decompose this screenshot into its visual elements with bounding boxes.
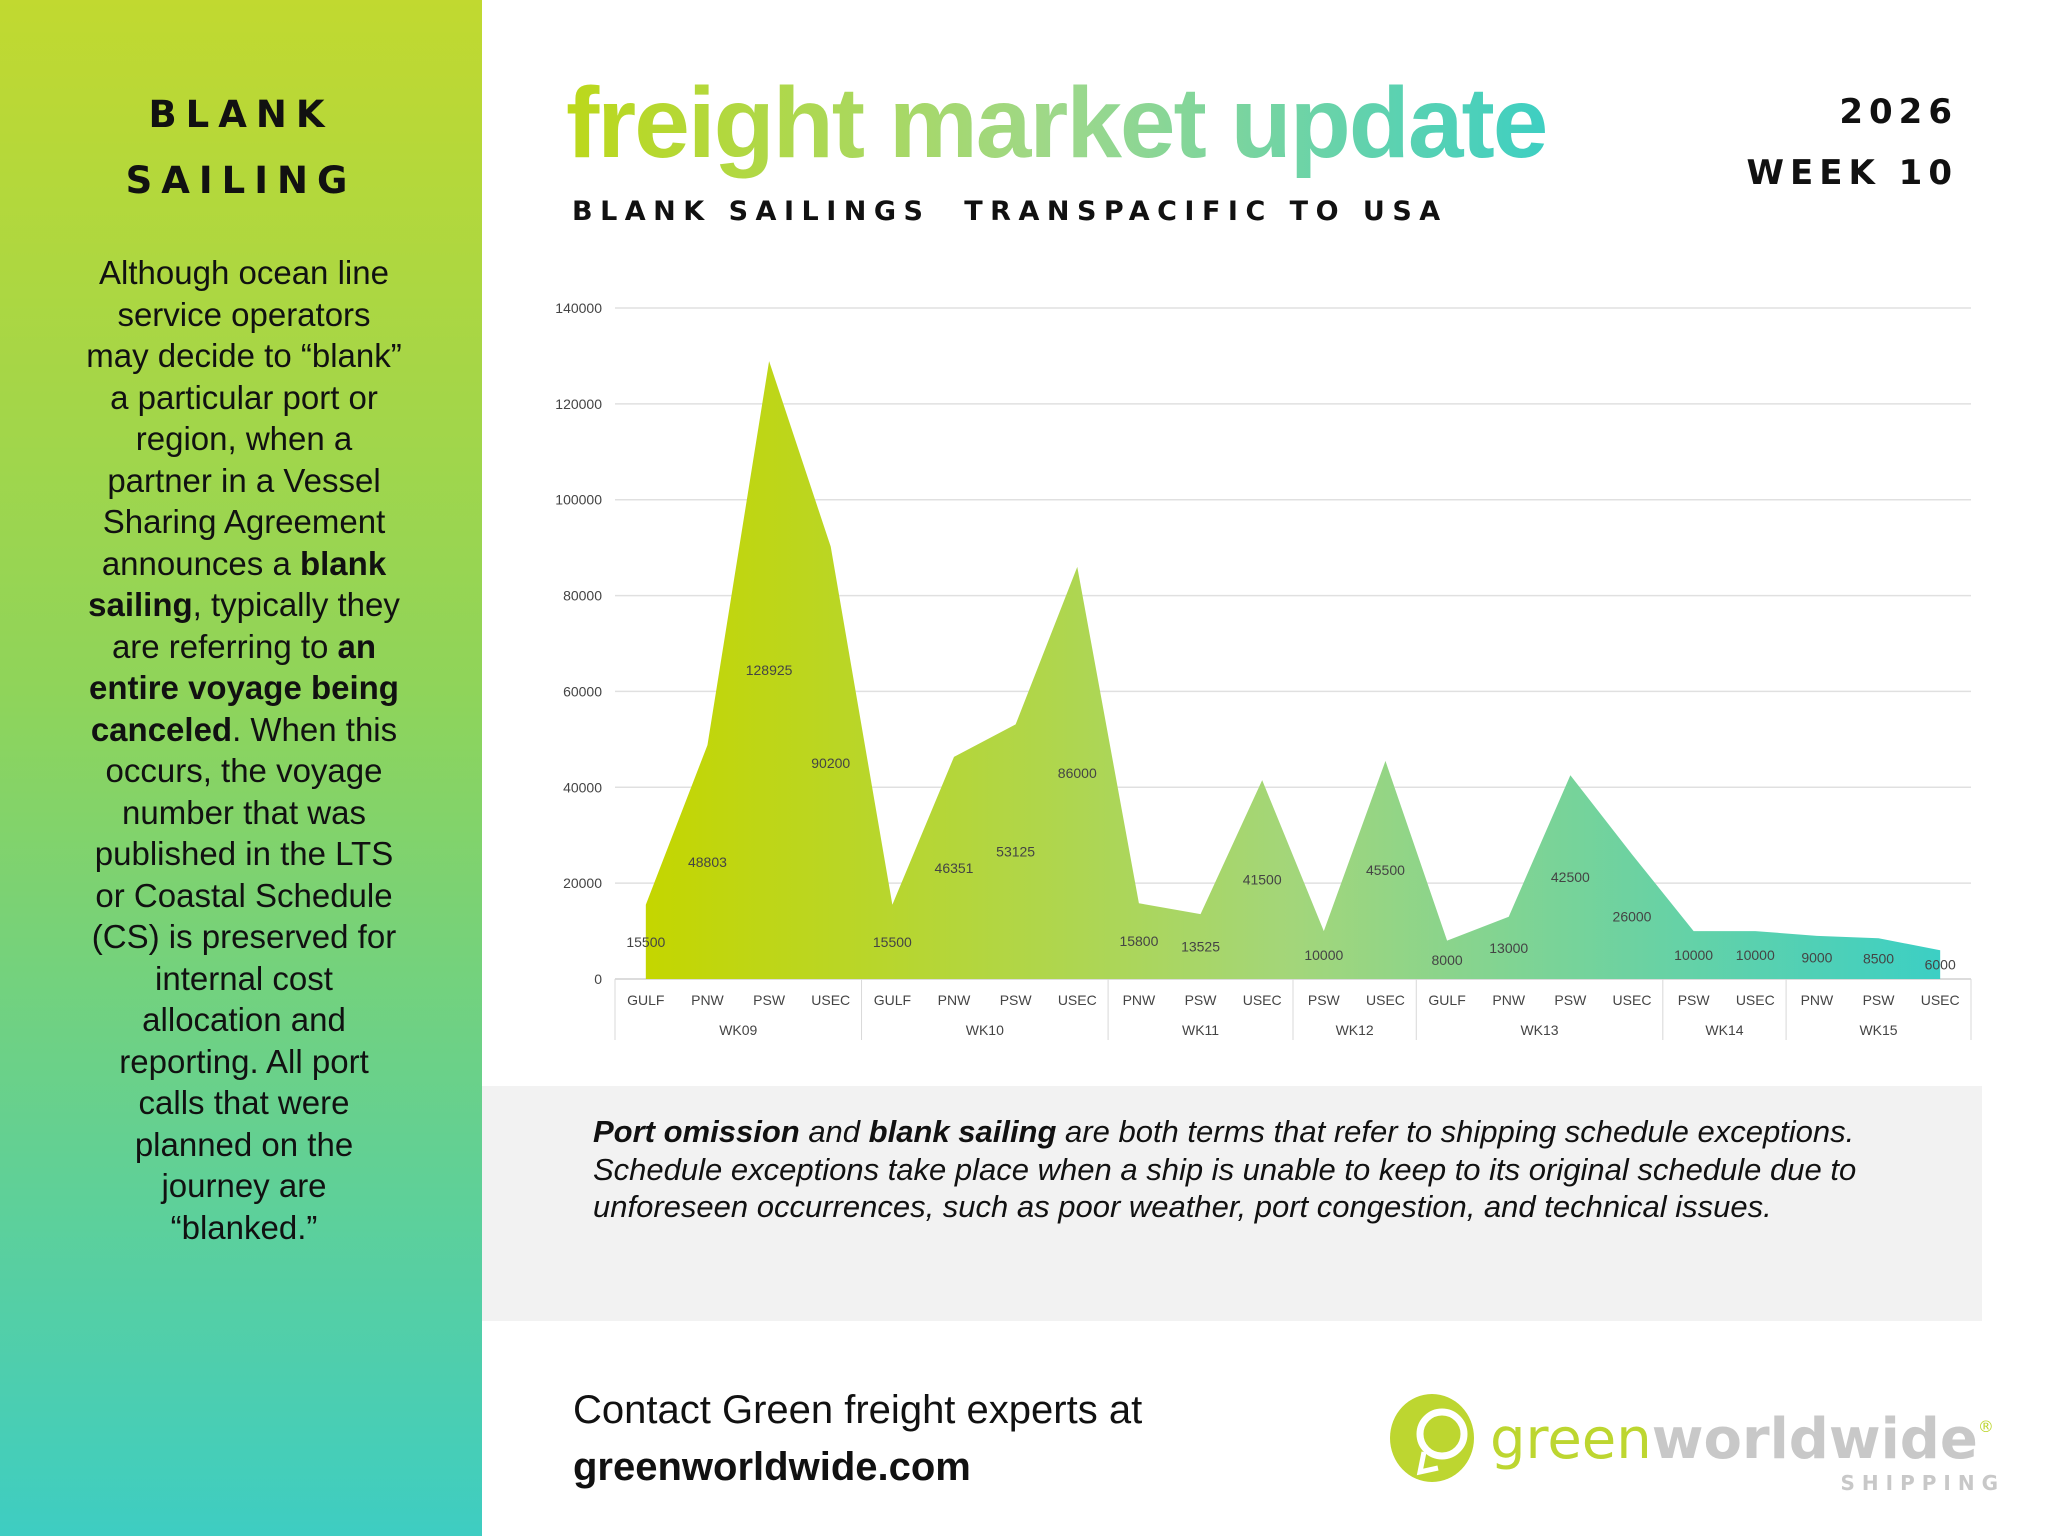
logo-subtitle: SHIPPING xyxy=(1841,1471,2006,1494)
x-category-label: PSW xyxy=(1863,992,1896,1008)
data-label: 8500 xyxy=(1863,951,1894,967)
company-logo: greenworldwide® SHIPPING xyxy=(1390,1394,2006,1494)
x-category-label: PSW xyxy=(753,992,786,1008)
x-category-label: USEC xyxy=(811,992,850,1008)
data-label: 86000 xyxy=(1058,765,1097,781)
data-label: 46351 xyxy=(935,860,974,876)
x-category-label: PNW xyxy=(1492,992,1525,1008)
x-category-label: PNW xyxy=(691,992,724,1008)
x-group-label: WK10 xyxy=(966,1022,1004,1038)
data-label: 15500 xyxy=(626,934,665,950)
y-tick-label: 100000 xyxy=(555,492,602,508)
issue-info: 2026 WEEK 10 xyxy=(1747,82,1958,204)
data-label: 26000 xyxy=(1613,909,1652,925)
x-category-label: GULF xyxy=(627,992,664,1008)
x-group-label: WK12 xyxy=(1336,1022,1374,1038)
logo-word-green: green xyxy=(1490,1407,1652,1472)
text: and xyxy=(799,1114,869,1149)
registered-mark: ® xyxy=(1978,1417,1994,1436)
text-segment: Although ocean line service operators ma… xyxy=(86,254,402,582)
definition-box: Port omission and blank sailing are both… xyxy=(482,1086,1982,1321)
x-group-label: WK15 xyxy=(1859,1022,1897,1038)
x-category-label: GULF xyxy=(1428,992,1465,1008)
data-label: 13000 xyxy=(1489,940,1528,956)
y-tick-label: 140000 xyxy=(555,300,602,316)
data-label: 45500 xyxy=(1366,862,1405,878)
text-segment: blank sailing xyxy=(88,544,387,624)
contact-text: Contact Green freight experts at xyxy=(573,1388,1143,1432)
data-label: 13525 xyxy=(1181,939,1220,955)
term-blank-sailing: blank sailing xyxy=(868,1114,1057,1149)
heading-line: BLANK xyxy=(148,93,334,136)
x-group-label: WK11 xyxy=(1182,1022,1219,1038)
data-label: 10000 xyxy=(1674,947,1713,963)
x-category-label: PSW xyxy=(1554,992,1587,1008)
x-category-label: USEC xyxy=(1058,992,1097,1008)
x-category-label: USEC xyxy=(1366,992,1405,1008)
y-tick-label: 0 xyxy=(594,971,602,987)
data-label: 90200 xyxy=(811,755,850,771)
data-label: 10000 xyxy=(1736,947,1775,963)
data-label: 9000 xyxy=(1801,949,1832,965)
x-group-label: WK09 xyxy=(719,1022,757,1038)
text-segment: an entire voyage being canceled xyxy=(89,627,399,748)
x-category-label: USEC xyxy=(1921,992,1960,1008)
x-category-label: GULF xyxy=(874,992,911,1008)
x-category-label: PSW xyxy=(1185,992,1218,1008)
data-label: 15800 xyxy=(1119,933,1158,949)
x-group-label: WK13 xyxy=(1520,1022,1558,1038)
contact: Contact Green freight experts at greenwo… xyxy=(573,1382,1142,1496)
x-category-label: PSW xyxy=(1678,992,1711,1008)
data-label: 128925 xyxy=(746,662,793,678)
blank-sailings-chart: 0 20000 40000 60000 80000 100000 120000 140000 1… xyxy=(555,300,1972,1040)
chart-subtitle: BLANK SAILINGS TRANSPACIFIC TO USA xyxy=(572,196,1448,227)
logo-wordmark: greenworldwide® xyxy=(1490,1407,1994,1472)
y-tick-label: 40000 xyxy=(563,779,602,795)
x-group-label: WK14 xyxy=(1705,1022,1743,1038)
data-label: 53125 xyxy=(996,844,1035,860)
year: 2026 xyxy=(1839,92,1958,132)
definition-text: Port omission and blank sailing are both… xyxy=(593,1113,1923,1226)
text-segment: , typically they are referring to xyxy=(111,586,400,665)
y-tick-label: 60000 xyxy=(563,683,602,699)
x-category-label: PSW xyxy=(1000,992,1033,1008)
x-category-label: USEC xyxy=(1613,992,1652,1008)
week: WEEK 10 xyxy=(1746,153,1958,193)
x-category-label: USEC xyxy=(1736,992,1775,1008)
x-category-label: USEC xyxy=(1243,992,1282,1008)
text-segment: . When this occurs, the voyage number th… xyxy=(91,710,398,1246)
data-label: 42500 xyxy=(1551,869,1590,885)
sidebar: BLANK SAILING Although ocean line servic… xyxy=(0,0,482,1536)
x-category-label: PSW xyxy=(1308,992,1341,1008)
data-label: 8000 xyxy=(1432,952,1463,968)
data-label: 48803 xyxy=(688,854,727,870)
area-series xyxy=(645,361,1941,979)
x-category-label: PNW xyxy=(1801,992,1834,1008)
term-port-omission: Port omission xyxy=(593,1114,800,1149)
y-tick-label: 20000 xyxy=(563,875,602,891)
x-category-label: PNW xyxy=(1123,992,1156,1008)
y-tick-label: 80000 xyxy=(563,588,602,604)
data-label: 10000 xyxy=(1304,947,1343,963)
data-label: 6000 xyxy=(1925,957,1956,973)
page-title: freight market update xyxy=(566,58,1548,188)
text: are both terms that refer to shipping sc… xyxy=(593,1114,1857,1224)
sidebar-description: Although ocean line service operators ma… xyxy=(86,252,402,1248)
website-link[interactable]: greenworldwide.com xyxy=(573,1445,971,1489)
y-tick-label: 120000 xyxy=(555,396,602,412)
sidebar-heading: BLANK SAILING xyxy=(0,82,482,214)
data-label: 41500 xyxy=(1243,872,1282,888)
logo-word-worldwide: worldwide xyxy=(1652,1407,1978,1472)
heading-line: SAILING xyxy=(125,159,357,202)
x-category-label: PNW xyxy=(938,992,971,1008)
data-label: 15500 xyxy=(873,934,912,950)
